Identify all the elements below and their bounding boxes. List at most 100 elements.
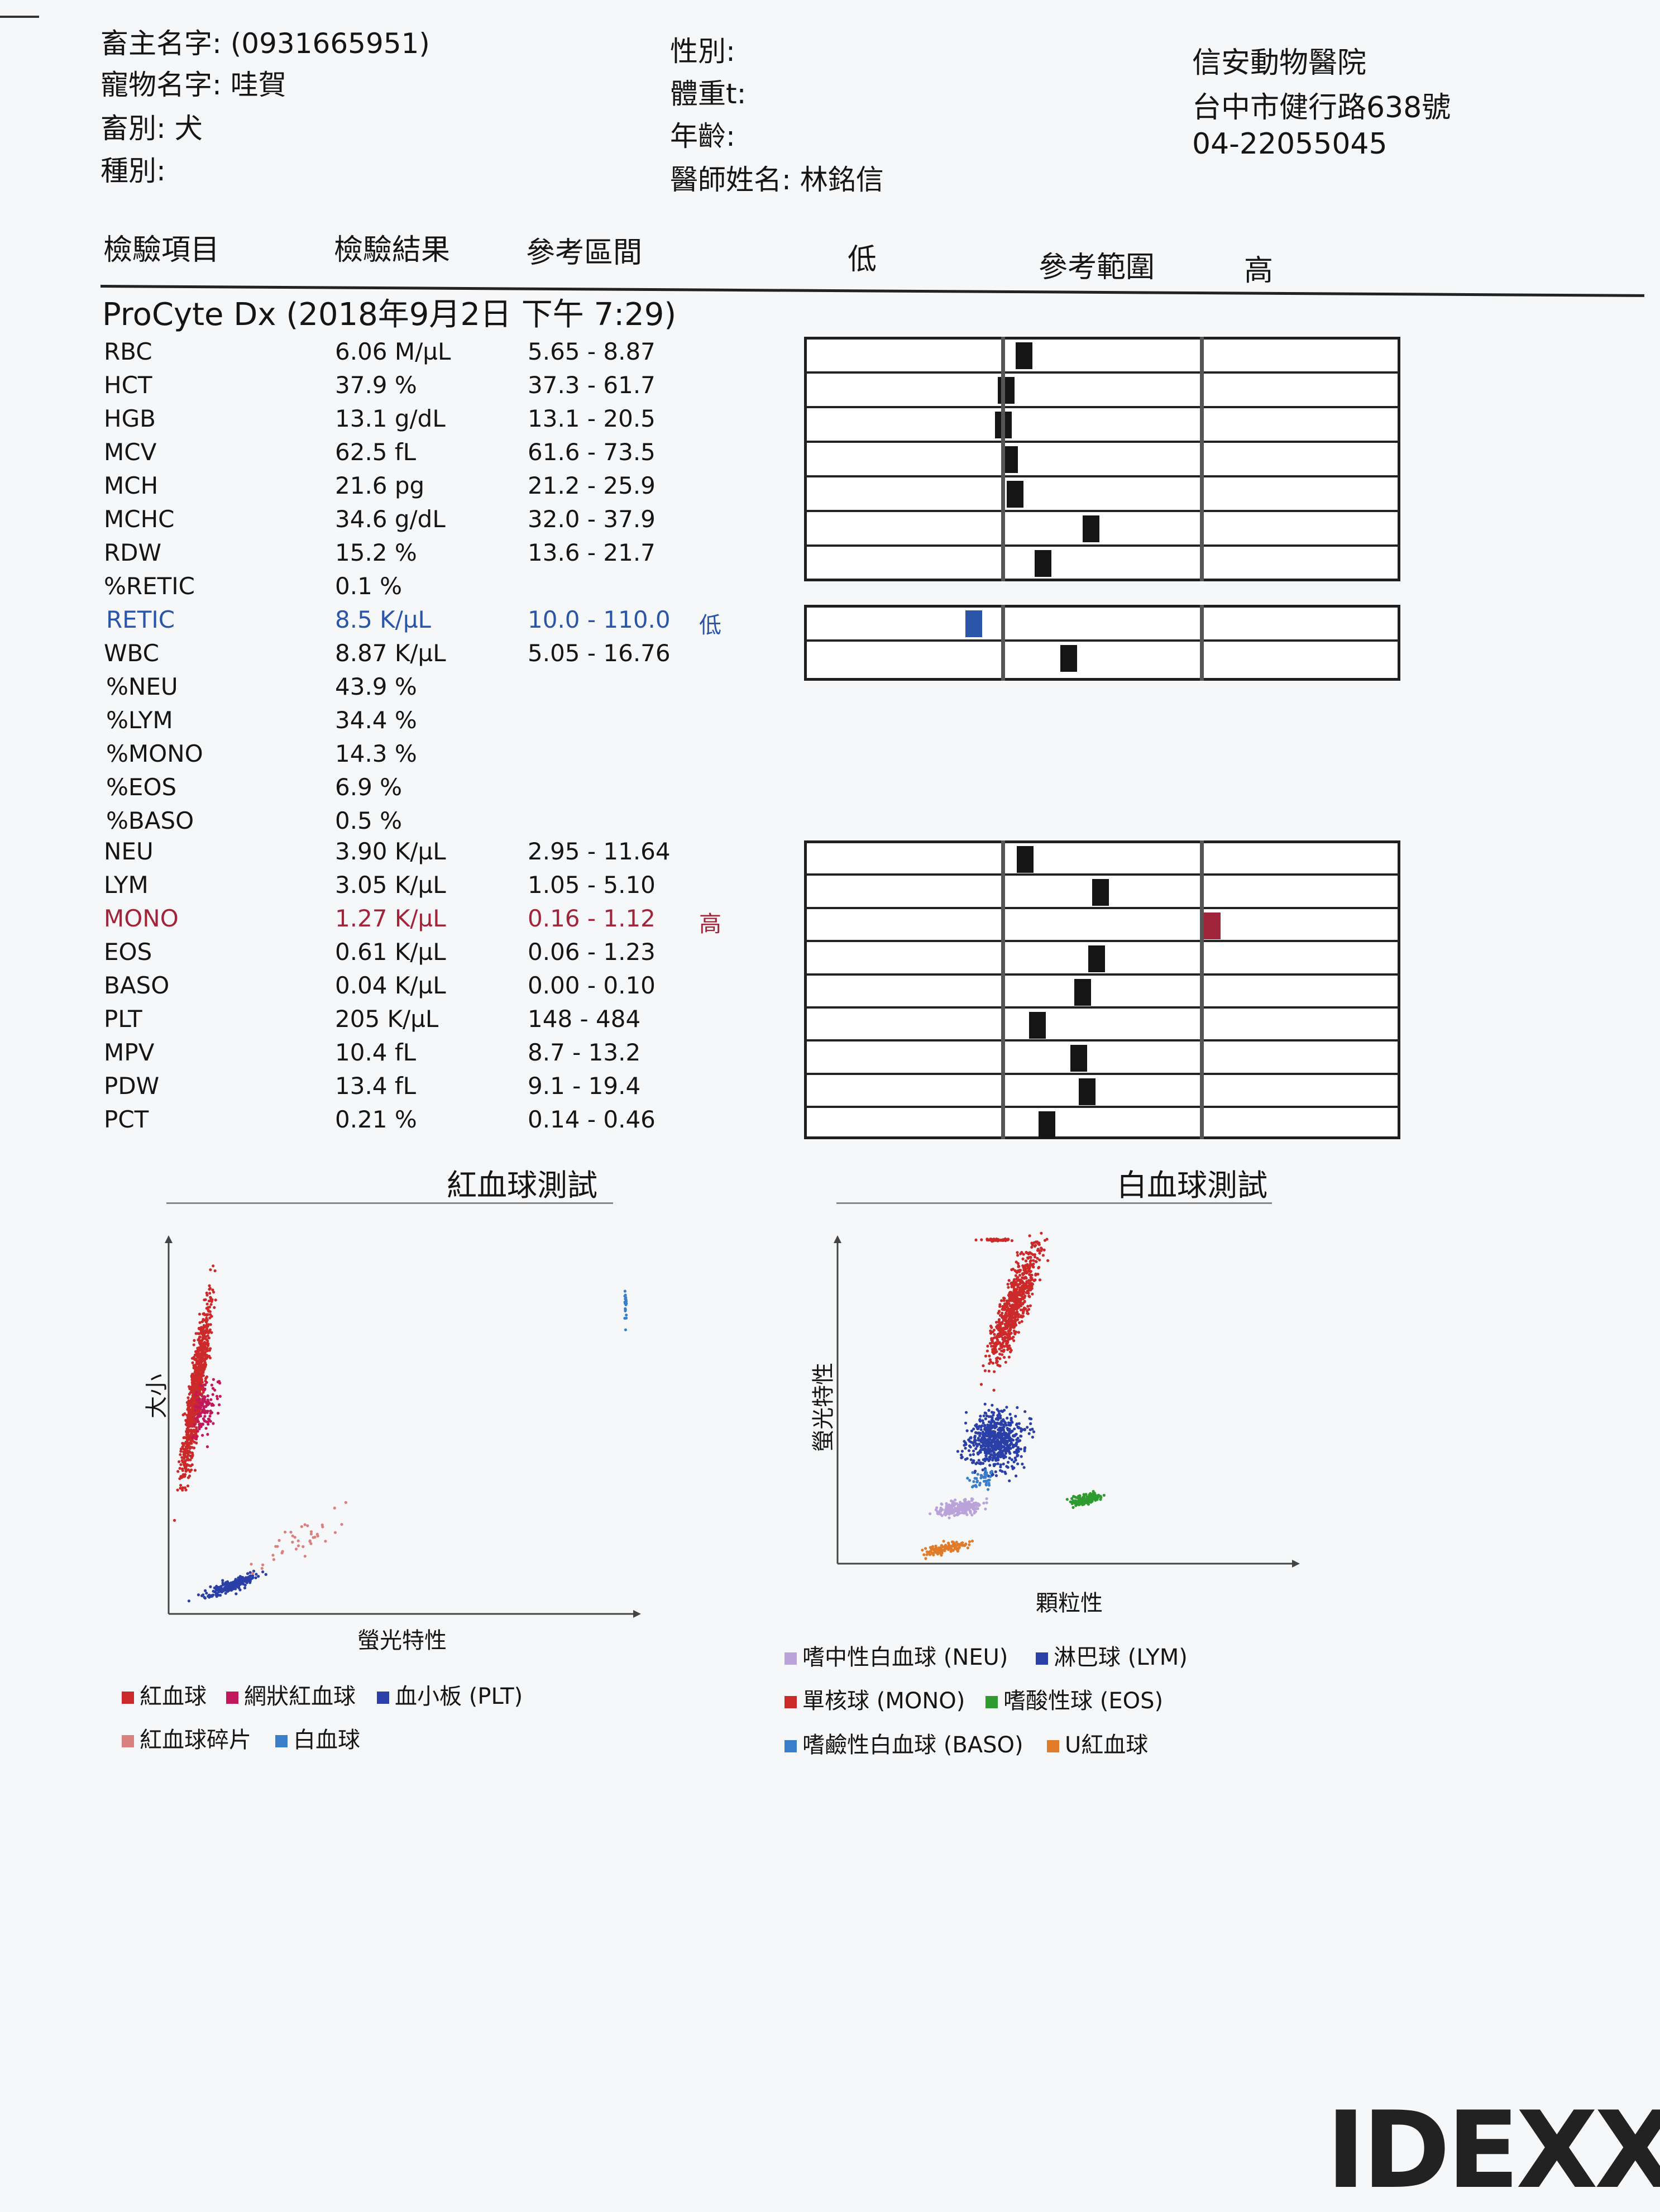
- reference-interval-line: [1001, 840, 1005, 1139]
- reference-row-divider: [804, 1072, 1400, 1075]
- result-value: 3.05 K/µL: [335, 871, 446, 899]
- species-value: 犬: [174, 112, 203, 145]
- reference-row-divider: [804, 906, 1400, 909]
- rbc-legend-label: 血小板 (PLT): [395, 1684, 523, 1709]
- result-value: 62.5 fL: [335, 438, 417, 466]
- result-name: HCT: [104, 371, 152, 399]
- result-name: %MONO: [106, 740, 203, 767]
- wbc-legend-label: 嗜中性白血球 (NEU): [802, 1645, 1008, 1670]
- reference-marker-rbc: [1016, 342, 1033, 369]
- result-range: 0.14 - 0.46: [528, 1106, 656, 1133]
- wbc-legend-swatch: [784, 1740, 797, 1752]
- result-name: MPV: [104, 1039, 155, 1066]
- reference-row-divider: [804, 1039, 1400, 1042]
- rbc-legend-label: 網狀紅血球: [244, 1684, 356, 1709]
- reference-interval-line: [1200, 840, 1204, 1139]
- rbc-scatter-plot: [165, 1235, 641, 1618]
- result-name: MCV: [104, 438, 157, 466]
- result-range: 13.1 - 20.5: [528, 405, 656, 432]
- vet-value: 林銘信: [800, 164, 884, 196]
- result-flag: 低: [699, 613, 721, 638]
- result-range: 61.6 - 73.5: [528, 438, 656, 466]
- result-name: MCHC: [104, 505, 175, 533]
- reference-interval-line: [1001, 605, 1005, 681]
- result-value: 0.61 K/µL: [335, 938, 446, 966]
- result-value: 205 K/µL: [335, 1005, 439, 1033]
- result-value: 6.06 M/µL: [335, 338, 451, 365]
- result-name: MONO: [104, 905, 179, 932]
- result-name: NEU: [104, 838, 154, 865]
- result-name: HGB: [104, 405, 156, 432]
- reference-marker-plt: [1028, 1012, 1046, 1039]
- reference-row-divider: [804, 475, 1400, 477]
- reference-marker-baso: [1074, 978, 1092, 1006]
- wbc-legend-item: 嗜中性白血球 (NEU): [784, 1639, 1008, 1671]
- reference-box-rbc: [804, 337, 1400, 581]
- corner-mark: [0, 16, 39, 18]
- reference-row-divider: [804, 510, 1400, 512]
- wbc-legend-swatch: [986, 1696, 998, 1708]
- wbc-scatter-plot: [834, 1231, 1300, 1568]
- sex-label: 性別:: [670, 35, 735, 68]
- result-value: 34.6 g/dL: [335, 505, 446, 533]
- rbc-legend-item: 血小板 (PLT): [377, 1678, 523, 1711]
- clinic-phone: 04-22055045: [1192, 127, 1388, 161]
- wbc-legend-label: 嗜鹼性白血球 (BASO): [802, 1732, 1023, 1758]
- result-value: 13.4 fL: [335, 1072, 417, 1100]
- column-chart-header: 參考範圍: [1039, 251, 1155, 284]
- reference-interval-line: [1200, 337, 1204, 581]
- result-range: 5.65 - 8.87: [528, 338, 656, 365]
- rbc-legend-label: 白血球: [293, 1727, 360, 1753]
- pet-name-value: 哇賀: [230, 69, 286, 101]
- wbc-legend-item: 嗜酸性球 (EOS): [986, 1683, 1163, 1715]
- rbc-legend-swatch: [275, 1735, 288, 1747]
- reference-marker-mpv: [1070, 1045, 1088, 1072]
- reference-interval-line: [1001, 337, 1005, 581]
- breed-field: 種別:: [101, 149, 166, 189]
- result-range: 0.16 - 1.12: [528, 905, 656, 932]
- reference-row-divider: [804, 1106, 1400, 1109]
- reference-marker-lym: [1092, 879, 1109, 906]
- reference-row-divider: [804, 940, 1400, 943]
- reference-marker-mono: [1203, 912, 1221, 939]
- reference-row-divider: [804, 1006, 1400, 1009]
- result-range: 10.0 - 110.0: [528, 606, 671, 633]
- result-name: %RETIC: [104, 572, 195, 600]
- result-range: 1.05 - 5.10: [528, 871, 656, 899]
- wbc-chart-title-rule: [836, 1202, 1272, 1204]
- wbc-legend-label: 嗜酸性球 (EOS): [1003, 1688, 1164, 1714]
- rbc-legend-label: 紅血球碎片: [140, 1727, 251, 1753]
- rbc-legend-item: 紅血球碎片: [122, 1722, 251, 1754]
- species-label: 畜別:: [101, 112, 166, 145]
- result-value: 43.9 %: [335, 673, 417, 700]
- vet-field: 醫師姓名: 林銘信: [670, 157, 884, 198]
- reference-marker-mchc: [1082, 515, 1099, 542]
- result-name: EOS: [104, 938, 152, 966]
- reference-interval-line: [1200, 605, 1204, 681]
- result-value: 6.9 %: [335, 773, 403, 801]
- result-name: RETIC: [106, 606, 175, 633]
- result-value: 0.1 %: [335, 572, 403, 600]
- instrument-title: ProCyte Dx (2018年9月2日 下午 7:29): [102, 297, 677, 333]
- reference-row-divider: [804, 371, 1400, 374]
- result-name: RBC: [104, 338, 152, 365]
- rbc-chart-title-rule: [166, 1202, 613, 1204]
- result-value: 0.04 K/µL: [335, 972, 446, 999]
- result-range: 9.1 - 19.4: [528, 1072, 641, 1100]
- clinic-name: 信安動物醫院: [1192, 46, 1367, 80]
- result-value: 15.2 %: [335, 539, 417, 566]
- column-item-header: 檢驗項目: [103, 233, 220, 267]
- vet-label: 醫師姓名:: [670, 164, 791, 196]
- result-range: 32.0 - 37.9: [528, 505, 656, 533]
- rbc-legend-swatch: [122, 1735, 134, 1747]
- rbc-legend-item: 紅血球: [122, 1678, 207, 1711]
- result-range: 2.95 - 11.64: [528, 838, 671, 865]
- reference-marker-mch: [1007, 481, 1024, 508]
- wbc-legend-item: 淋巴球 (LYM): [1036, 1639, 1188, 1671]
- result-name: PLT: [104, 1005, 142, 1033]
- result-flag: 高: [699, 911, 721, 937]
- owner-field: 畜主名字: (0931665951): [101, 21, 430, 61]
- result-value: 34.4 %: [335, 706, 417, 734]
- age-field: 年齡:: [670, 114, 735, 154]
- result-name: PCT: [104, 1106, 149, 1133]
